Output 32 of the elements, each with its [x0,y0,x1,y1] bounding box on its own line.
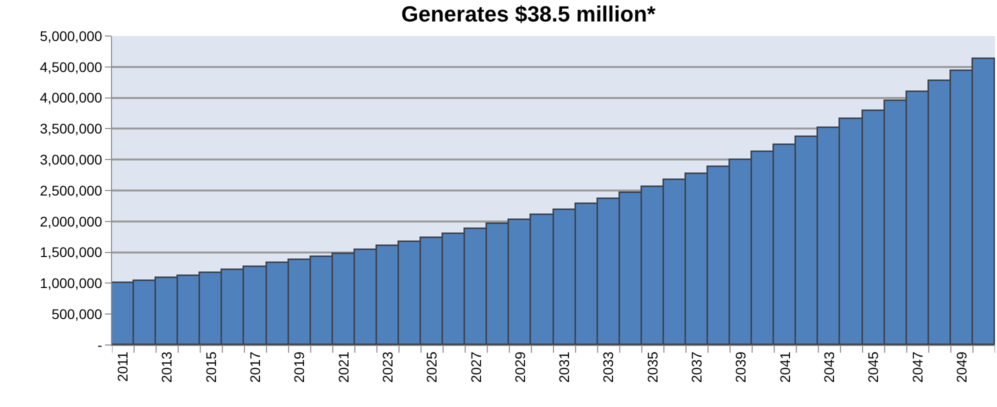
x-tick-label: 2047 [909,351,926,383]
x-tick-label: 2021 [335,351,352,383]
x-tick-label: 2037 [688,351,705,383]
x-tick-label: 2027 [468,351,484,383]
x-tick-label: 2039 [732,351,749,383]
x-tick-label: 2023 [379,351,396,383]
y-tick-label: 3,000,000 [40,152,102,168]
x-tick-label: 2049 [953,351,970,383]
y-tick-label: 2,000,000 [40,213,102,230]
y-tick-label: 4,000,000 [40,90,102,106]
x-tick-label: 2033 [600,351,616,383]
y-tick-label: 5,000,000 [40,28,102,44]
x-tick-label: 2029 [512,351,528,383]
x-tick-label: 2017 [247,351,264,383]
x-tick-label: 2043 [820,351,837,383]
y-tick-label: 500,000 [52,306,102,322]
y-tick-label: 3,500,000 [40,120,102,137]
x-tick-label: 2013 [158,351,175,383]
y-tick-label: 4,500,000 [40,58,102,75]
x-tick-label: 2045 [865,351,882,383]
y-tick-label: 1,500,000 [40,244,102,260]
chart-title: Generates $38.5 million* [401,2,656,27]
x-tick-label: 2031 [556,351,572,383]
y-tick-label: 1,000,000 [40,275,102,292]
x-tick-label: 2041 [776,351,793,383]
x-tick-label: 2015 [202,351,219,383]
y-tick-label: - [98,336,103,353]
x-tick-label: 2011 [114,351,131,382]
x-tick-label: 2019 [291,351,308,383]
x-tick-label: 2035 [644,351,660,383]
x-tick-label: 2025 [424,351,440,383]
y-tick-label: 2,500,000 [40,182,102,198]
